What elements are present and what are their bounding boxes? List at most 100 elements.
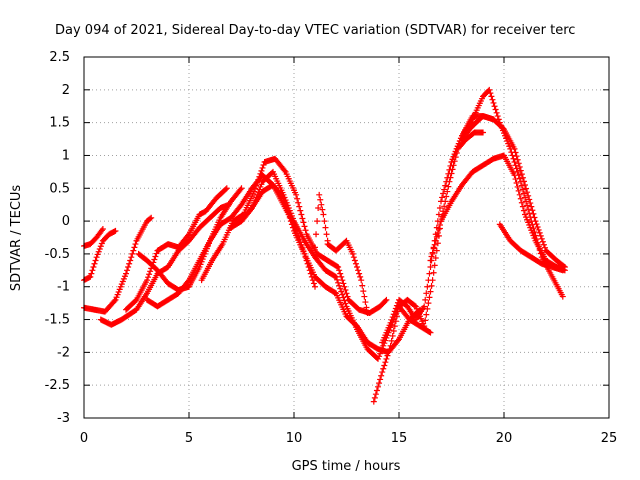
data-point — [90, 264, 97, 271]
y-tick-label: 2.5 — [49, 50, 70, 65]
data-point — [286, 207, 293, 214]
data-point — [510, 155, 517, 162]
data-point — [254, 191, 261, 198]
data-point — [534, 223, 541, 230]
data-point — [512, 162, 519, 169]
data-point — [523, 198, 530, 205]
data-point — [519, 186, 526, 193]
data-point — [421, 303, 428, 310]
data-point — [298, 242, 305, 249]
data-point — [490, 99, 497, 106]
y-tick-labels: -3 -2.5 -2 -1.5 -1 -0.5 0 0.5 1 1.5 2 2.5 — [45, 50, 70, 426]
data-point — [319, 206, 326, 213]
data-point — [453, 145, 460, 152]
data-point — [520, 178, 527, 185]
data-point — [441, 203, 448, 210]
data-point — [518, 199, 525, 206]
data-point — [123, 270, 129, 277]
data-point — [516, 175, 523, 182]
data-point — [494, 113, 501, 120]
data-point — [390, 328, 397, 335]
data-point — [257, 183, 264, 190]
data-point — [526, 210, 533, 217]
data-point — [92, 257, 99, 264]
data-point — [253, 194, 260, 201]
series-arc-11 — [312, 191, 331, 251]
data-point — [518, 171, 525, 178]
data-point — [439, 194, 446, 201]
data-point — [448, 159, 455, 166]
y-axis-label: SDTVAR / TECUs — [9, 185, 24, 292]
y-tick-label: 2 — [62, 83, 70, 98]
data-point — [389, 314, 396, 321]
data-point — [282, 197, 289, 204]
data-point — [431, 262, 438, 269]
data-point — [342, 287, 349, 294]
data-point — [440, 190, 447, 197]
grid — [84, 57, 609, 418]
data-point — [88, 270, 95, 277]
data-point — [518, 182, 525, 189]
data-point — [517, 195, 524, 202]
data-point — [371, 394, 378, 401]
data-point — [121, 273, 128, 280]
data-point — [516, 191, 523, 198]
data-point — [114, 291, 121, 298]
data-point — [531, 214, 538, 221]
y-tick-label: 1.5 — [49, 116, 70, 131]
data-point — [514, 168, 521, 175]
data-point — [258, 181, 265, 188]
data-point — [517, 167, 524, 174]
data-point — [334, 276, 341, 283]
data-point — [393, 313, 400, 320]
y-tick-label: -3 — [57, 411, 70, 426]
chart-title: Day 094 of 2021, Sidereal Day-to-day VTE… — [55, 23, 575, 38]
data-point — [425, 277, 432, 284]
x-tick-label: 0 — [80, 431, 88, 446]
data-point — [312, 283, 318, 290]
data-point — [383, 355, 390, 362]
data-point — [125, 264, 132, 271]
data-point — [151, 256, 158, 263]
series-arc-8 — [198, 155, 390, 316]
data-point — [354, 264, 360, 271]
data-point — [352, 260, 359, 267]
data-point — [341, 283, 348, 290]
data-point — [117, 283, 124, 290]
data-point — [388, 337, 395, 344]
data-point — [427, 257, 434, 264]
data-point — [258, 167, 265, 174]
data-point — [95, 248, 102, 255]
data-point — [424, 283, 431, 290]
data-point — [378, 372, 385, 379]
data-point — [299, 215, 306, 222]
data-point — [375, 383, 381, 390]
data-point — [432, 237, 439, 244]
data-point — [361, 293, 368, 300]
data-point — [529, 221, 536, 228]
data-point — [387, 319, 394, 326]
data-point — [531, 228, 538, 235]
data-point — [422, 296, 429, 303]
data-point — [424, 305, 431, 312]
data-point — [116, 286, 123, 293]
data-point — [360, 288, 367, 295]
data-point — [289, 215, 296, 222]
data-point — [435, 225, 442, 232]
data-point — [382, 359, 389, 366]
series-arc-5 — [123, 185, 230, 313]
data-point — [144, 277, 150, 284]
data-point — [184, 278, 191, 285]
data-point — [323, 231, 330, 238]
data-point — [339, 291, 346, 298]
data-point — [427, 329, 434, 336]
data-point — [97, 243, 104, 250]
data-point — [251, 199, 258, 206]
data-point — [349, 250, 356, 257]
data-point — [313, 231, 320, 238]
data-point — [255, 176, 262, 183]
y-tick-label: 0 — [62, 214, 70, 229]
data-point — [184, 232, 191, 239]
data-point — [394, 337, 401, 344]
